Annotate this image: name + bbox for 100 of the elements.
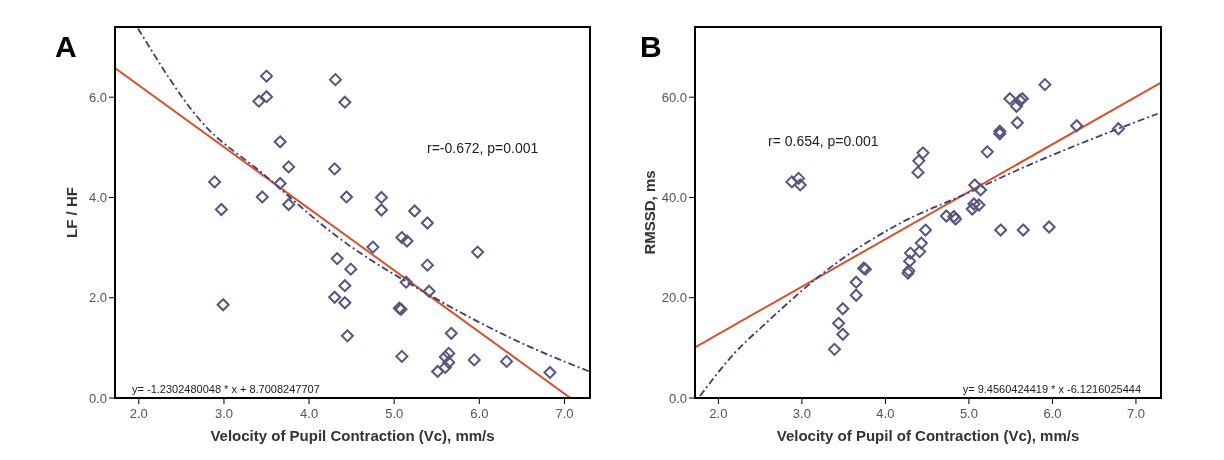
point <box>903 246 917 260</box>
point <box>338 95 352 109</box>
point <box>420 216 434 230</box>
point <box>442 355 456 369</box>
point <box>328 290 342 304</box>
point <box>255 190 269 204</box>
point <box>431 364 445 378</box>
point <box>849 275 863 289</box>
point <box>420 258 434 272</box>
point <box>395 231 409 245</box>
point <box>282 197 296 211</box>
point <box>408 204 422 218</box>
point <box>374 203 388 217</box>
point <box>967 197 981 211</box>
y-tick-label: 4.0 <box>88 189 107 205</box>
point <box>471 245 485 259</box>
x-tick-label: 2.0 <box>129 406 148 421</box>
y-tick-label: 0.0 <box>668 390 687 406</box>
point <box>849 288 863 302</box>
annotation: y= 9.4560424419 * x -6.1216025444 <box>962 383 1141 395</box>
point <box>939 209 953 223</box>
point <box>1010 116 1024 130</box>
point <box>968 178 982 192</box>
point <box>252 94 266 108</box>
point <box>980 145 994 159</box>
point <box>500 354 514 368</box>
point <box>914 236 928 250</box>
point <box>328 73 342 87</box>
point <box>338 279 352 293</box>
point <box>216 298 230 312</box>
x-tick-label: 7.0 <box>555 406 574 421</box>
chart-title: B <box>640 30 662 63</box>
point <box>400 234 414 248</box>
point <box>422 284 436 298</box>
point <box>965 202 979 216</box>
y-tick-label: 20.0 <box>661 290 687 306</box>
annotation: r= 0.654, p=0.001 <box>768 133 879 149</box>
point <box>1070 119 1084 133</box>
point <box>1111 122 1125 136</box>
point <box>832 316 846 330</box>
line-series <box>699 112 1159 397</box>
y-tick-label: 6.0 <box>88 89 107 105</box>
annotation: r=-0.672, p=0.001 <box>427 140 539 156</box>
point <box>836 327 850 341</box>
x-tick-label: 5.0 <box>959 406 978 421</box>
x-axis-title: Velocity of Pupil of Contraction (Vc), mm/s <box>776 427 1080 444</box>
point <box>827 342 841 356</box>
x-tick-label: 6.0 <box>1043 406 1062 421</box>
point <box>785 175 799 189</box>
point <box>974 183 988 197</box>
line-series <box>137 27 590 373</box>
y-tick-label: 2.0 <box>88 290 107 306</box>
point <box>994 223 1008 237</box>
point <box>916 146 930 160</box>
point <box>344 262 358 276</box>
point <box>1016 223 1030 237</box>
point <box>214 202 228 216</box>
point <box>282 160 296 174</box>
x-tick-label: 5.0 <box>385 406 404 421</box>
point <box>399 275 413 289</box>
point <box>442 346 456 360</box>
point <box>543 365 557 379</box>
point <box>260 69 274 83</box>
x-tick-label: 3.0 <box>792 406 811 421</box>
annotation: y= -1.2302480048 * x + 8.7008247707 <box>132 383 320 395</box>
point <box>918 223 932 237</box>
point <box>366 240 380 254</box>
y-tick-label: 60.0 <box>661 89 687 105</box>
point <box>338 296 352 310</box>
point <box>340 329 354 343</box>
point <box>273 176 287 190</box>
point <box>836 302 850 316</box>
point <box>903 254 917 268</box>
point <box>972 198 986 212</box>
x-axis-title: Velocity of Pupil Contraction (Vc), mm/s <box>210 427 495 444</box>
y-axis-title: LF / HF <box>63 187 80 238</box>
point <box>912 154 926 168</box>
x-tick-label: 4.0 <box>300 406 319 421</box>
point <box>1042 220 1056 234</box>
point <box>438 350 452 364</box>
x-tick-label: 3.0 <box>214 406 233 421</box>
point <box>467 353 481 367</box>
y-tick-label: 40.0 <box>661 189 687 205</box>
point <box>330 252 344 266</box>
x-tick-label: 6.0 <box>470 406 489 421</box>
point <box>913 245 927 259</box>
point <box>1038 78 1052 92</box>
y-tick-label: 0.0 <box>88 390 107 406</box>
point <box>1010 99 1024 113</box>
point <box>395 349 409 363</box>
point <box>260 90 274 104</box>
point <box>273 135 287 149</box>
point <box>374 190 388 204</box>
point <box>208 175 222 189</box>
y-axis-title: RMSSD, ms <box>641 170 658 255</box>
point <box>444 326 458 340</box>
point <box>1003 92 1017 106</box>
chart-title: A <box>55 30 77 63</box>
point <box>911 165 925 179</box>
point <box>340 190 354 204</box>
